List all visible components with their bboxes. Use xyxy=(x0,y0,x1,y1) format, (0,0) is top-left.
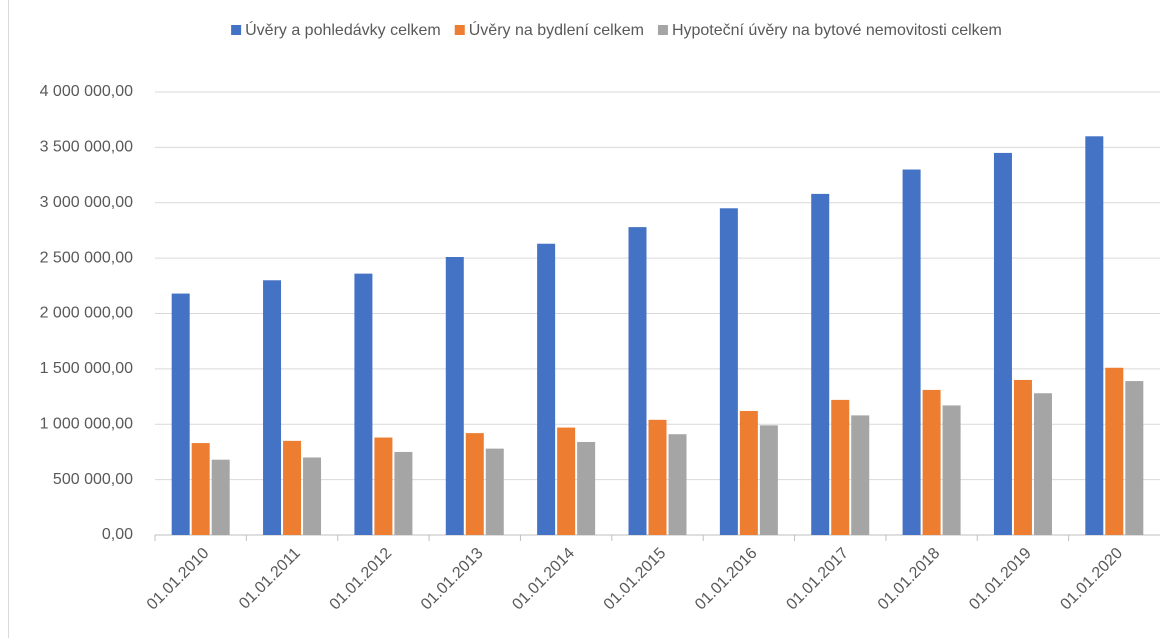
bar xyxy=(211,459,230,535)
legend-label: Úvěry a pohledávky celkem xyxy=(245,20,441,39)
bar xyxy=(465,433,484,535)
legend-label: Hypoteční úvěry na bytové nemovitosti ce… xyxy=(672,22,1002,39)
x-tick-label: 01.01.2012 xyxy=(327,545,396,614)
bar xyxy=(851,415,870,535)
y-tick-label: 3 000 000,00 xyxy=(40,194,134,211)
bar xyxy=(902,169,921,535)
bar xyxy=(811,193,830,535)
bar xyxy=(394,451,413,535)
x-tick-label: 01.01.2014 xyxy=(509,545,578,614)
bar xyxy=(942,405,961,535)
x-tick-label: 01.01.2016 xyxy=(692,545,761,614)
y-tick-label: 4 000 000,00 xyxy=(40,83,134,100)
bar xyxy=(557,427,576,535)
y-tick-label: 500 000,00 xyxy=(53,471,133,488)
bar xyxy=(1013,379,1032,535)
bar xyxy=(1085,136,1104,536)
bar xyxy=(922,389,941,535)
bar xyxy=(445,257,464,535)
legend-label: Úvěry na bydlení celkem xyxy=(469,20,644,39)
x-tick-label: 01.01.2013 xyxy=(418,545,487,614)
y-tick-label: 1 500 000,00 xyxy=(40,360,134,377)
x-tick-label: 01.01.2017 xyxy=(783,545,852,614)
bar xyxy=(1105,367,1124,535)
y-tick-label: 2 500 000,00 xyxy=(40,249,134,266)
bar xyxy=(759,425,778,535)
bar xyxy=(283,440,302,535)
x-tick-label: 01.01.2019 xyxy=(966,545,1035,614)
bar xyxy=(171,293,190,535)
bar xyxy=(831,399,850,535)
bar xyxy=(648,419,667,535)
bar xyxy=(668,434,687,535)
x-tick-label: 01.01.2010 xyxy=(144,545,213,614)
bar xyxy=(739,410,758,535)
legend-swatch xyxy=(231,25,242,35)
y-tick-label: 0,00 xyxy=(102,526,133,543)
bar xyxy=(537,243,556,536)
y-tick-label: 2 000 000,00 xyxy=(40,305,134,322)
bar xyxy=(993,152,1012,535)
bar xyxy=(263,280,282,535)
bar xyxy=(1125,381,1144,535)
y-tick-label: 1 000 000,00 xyxy=(40,415,134,432)
bar xyxy=(719,208,738,535)
bar xyxy=(354,273,373,535)
x-tick-label: 01.01.2011 xyxy=(236,545,304,613)
bar xyxy=(628,227,647,536)
bar xyxy=(1033,393,1052,535)
bar xyxy=(374,437,393,535)
legend-swatch xyxy=(657,25,668,35)
legend-swatch xyxy=(454,25,465,35)
y-tick-label: 3 500 000,00 xyxy=(40,139,134,156)
x-tick-label: 01.01.2015 xyxy=(601,545,670,614)
bar xyxy=(485,448,504,535)
x-tick-label: 01.01.2018 xyxy=(875,545,944,614)
bar xyxy=(303,457,322,535)
x-tick-label: 01.01.2020 xyxy=(1057,545,1126,614)
bar xyxy=(191,443,210,535)
bar xyxy=(577,441,596,535)
